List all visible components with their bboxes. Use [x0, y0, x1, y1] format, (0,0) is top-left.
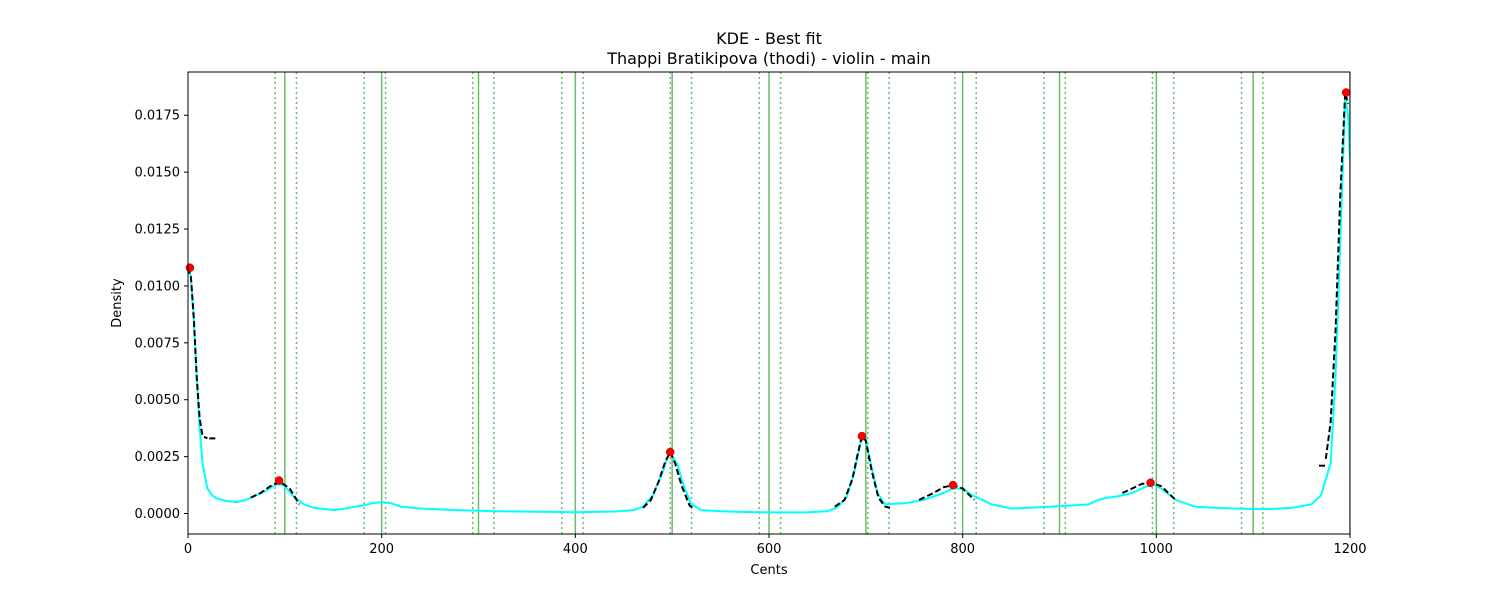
x-tick-label: 1200 [1333, 542, 1366, 557]
fit-segment [918, 484, 976, 501]
fit-segment [250, 480, 301, 505]
y-tick-label: 0.0100 [135, 279, 181, 294]
peak-marker [948, 480, 958, 490]
chart-title: KDE - Best fit [716, 29, 822, 48]
y-tick-label: 0.0075 [135, 336, 181, 351]
x-tick-label: 400 [563, 542, 588, 557]
x-axis: 0 200 400 600 800 1000 1200 [184, 534, 1367, 557]
y-tick-label: 0.0025 [135, 450, 181, 465]
x-axis-label: Cents [750, 563, 787, 578]
peak-marker [1146, 478, 1155, 488]
x-tick-label: 200 [369, 542, 394, 557]
y-tick-label: 0.0000 [135, 507, 181, 522]
chart-subtitle: Thappi Bratikipova (thodi) - violin - ma… [606, 49, 931, 68]
x-tick-label: 0 [184, 542, 192, 557]
y-axis: 0.0000 0.0025 0.0050 0.0075 0.0100 0.0125 0.01… [135, 109, 188, 522]
reference-lines [274, 72, 1350, 534]
x-tick-label: 600 [757, 542, 782, 557]
peak-marker [1341, 88, 1351, 97]
peak-marker [274, 476, 284, 485]
x-tick-label: 1000 [1140, 542, 1173, 557]
peak-marker [665, 447, 675, 457]
peak-marker [857, 431, 867, 441]
y-tick-label: 0.0175 [135, 109, 181, 124]
fit-segment [642, 451, 695, 510]
y-tick-label: 0.0125 [135, 223, 181, 238]
peak-marker [185, 263, 195, 272]
y-tick-label: 0.0150 [135, 166, 181, 181]
fit-segment [188, 267, 208, 440]
y-axis-label: Density [110, 278, 125, 328]
y-tick-label: 0.0050 [135, 393, 181, 408]
x-tick-label: 800 [950, 542, 975, 557]
